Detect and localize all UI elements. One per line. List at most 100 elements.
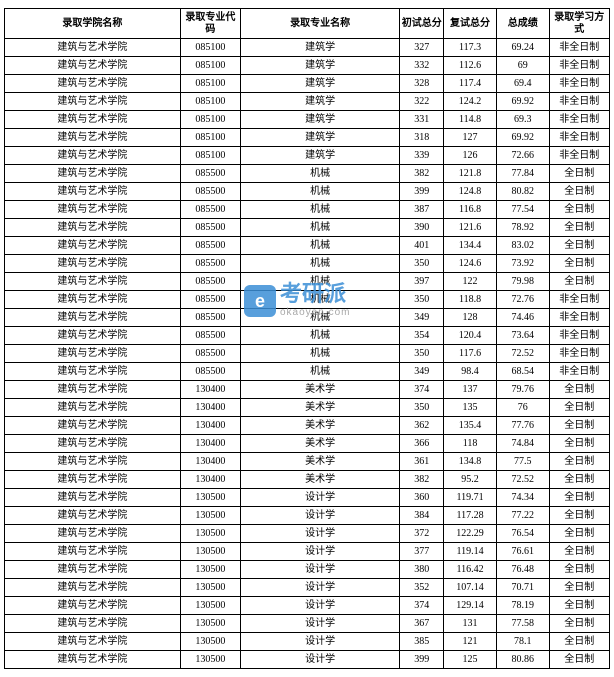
table-container: 录取学院名称 录取专业代码 录取专业名称 初试总分 复试总分 总成绩 录取学习方… (4, 8, 610, 669)
table-row: 建筑与艺术学院085100建筑学332112.669非全日制 (5, 57, 610, 75)
table-row: 建筑与艺术学院130500设计学384117.2877.22全日制 (5, 507, 610, 525)
cell-college: 建筑与艺术学院 (5, 255, 181, 273)
cell-score1: 399 (400, 183, 444, 201)
table-row: 建筑与艺术学院085500机械387116.877.54全日制 (5, 201, 610, 219)
cell-college: 建筑与艺术学院 (5, 327, 181, 345)
cell-mode: 非全日制 (549, 129, 609, 147)
cell-score1: 374 (400, 381, 444, 399)
cell-college: 建筑与艺术学院 (5, 57, 181, 75)
cell-total: 74.46 (496, 309, 549, 327)
cell-total: 69.3 (496, 111, 549, 129)
cell-total: 78.92 (496, 219, 549, 237)
cell-mode: 全日制 (549, 579, 609, 597)
cell-major: 设计学 (241, 507, 400, 525)
table-row: 建筑与艺术学院085500机械401134.483.02全日制 (5, 237, 610, 255)
cell-score2: 135 (444, 399, 497, 417)
cell-score2: 116.42 (444, 561, 497, 579)
cell-college: 建筑与艺术学院 (5, 435, 181, 453)
cell-mode: 全日制 (549, 471, 609, 489)
cell-code: 130500 (180, 561, 240, 579)
cell-code: 085500 (180, 327, 240, 345)
table-row: 建筑与艺术学院085500机械382121.877.84全日制 (5, 165, 610, 183)
cell-college: 建筑与艺术学院 (5, 489, 181, 507)
cell-college: 建筑与艺术学院 (5, 309, 181, 327)
cell-major: 建筑学 (241, 57, 400, 75)
cell-code: 085500 (180, 291, 240, 309)
cell-score1: 390 (400, 219, 444, 237)
cell-mode: 全日制 (549, 237, 609, 255)
cell-total: 77.58 (496, 615, 549, 633)
header-college: 录取学院名称 (5, 9, 181, 39)
cell-total: 76 (496, 399, 549, 417)
cell-major: 设计学 (241, 543, 400, 561)
cell-major: 美术学 (241, 453, 400, 471)
cell-code: 130500 (180, 651, 240, 669)
table-row: 建筑与艺术学院130500设计学39912580.86全日制 (5, 651, 610, 669)
cell-score2: 122.29 (444, 525, 497, 543)
cell-score1: 397 (400, 273, 444, 291)
cell-total: 79.76 (496, 381, 549, 399)
cell-mode: 全日制 (549, 381, 609, 399)
table-row: 建筑与艺术学院085500机械350117.672.52非全日制 (5, 345, 610, 363)
table-row: 建筑与艺术学院130500设计学352107.1470.71全日制 (5, 579, 610, 597)
cell-major: 设计学 (241, 525, 400, 543)
cell-total: 77.84 (496, 165, 549, 183)
cell-college: 建筑与艺术学院 (5, 471, 181, 489)
cell-total: 69.92 (496, 93, 549, 111)
cell-college: 建筑与艺术学院 (5, 543, 181, 561)
table-row: 建筑与艺术学院085100建筑学331114.869.3非全日制 (5, 111, 610, 129)
cell-score2: 121.8 (444, 165, 497, 183)
cell-total: 79.98 (496, 273, 549, 291)
cell-major: 机械 (241, 255, 400, 273)
cell-total: 76.54 (496, 525, 549, 543)
cell-total: 77.76 (496, 417, 549, 435)
cell-total: 76.48 (496, 561, 549, 579)
cell-major: 机械 (241, 363, 400, 381)
table-row: 建筑与艺术学院130400美术学362135.477.76全日制 (5, 417, 610, 435)
cell-score2: 117.6 (444, 345, 497, 363)
cell-score1: 367 (400, 615, 444, 633)
cell-major: 设计学 (241, 561, 400, 579)
cell-mode: 全日制 (549, 255, 609, 273)
cell-code: 085500 (180, 219, 240, 237)
cell-mode: 全日制 (549, 543, 609, 561)
cell-code: 130500 (180, 633, 240, 651)
cell-score2: 114.8 (444, 111, 497, 129)
cell-score2: 98.4 (444, 363, 497, 381)
cell-code: 130500 (180, 489, 240, 507)
cell-mode: 非全日制 (549, 57, 609, 75)
cell-college: 建筑与艺术学院 (5, 291, 181, 309)
header-major: 录取专业名称 (241, 9, 400, 39)
table-row: 建筑与艺术学院085100建筑学322124.269.92非全日制 (5, 93, 610, 111)
cell-score1: 360 (400, 489, 444, 507)
cell-code: 130400 (180, 435, 240, 453)
header-score1: 初试总分 (400, 9, 444, 39)
cell-score1: 318 (400, 129, 444, 147)
cell-major: 美术学 (241, 471, 400, 489)
cell-code: 085500 (180, 345, 240, 363)
cell-college: 建筑与艺术学院 (5, 399, 181, 417)
cell-code: 085100 (180, 75, 240, 93)
cell-code: 130400 (180, 417, 240, 435)
cell-mode: 非全日制 (549, 93, 609, 111)
cell-college: 建筑与艺术学院 (5, 525, 181, 543)
cell-major: 机械 (241, 237, 400, 255)
cell-college: 建筑与艺术学院 (5, 129, 181, 147)
cell-score1: 380 (400, 561, 444, 579)
cell-score1: 366 (400, 435, 444, 453)
cell-major: 设计学 (241, 489, 400, 507)
cell-code: 130500 (180, 507, 240, 525)
cell-total: 77.54 (496, 201, 549, 219)
cell-code: 085100 (180, 57, 240, 75)
cell-code: 085500 (180, 201, 240, 219)
cell-college: 建筑与艺术学院 (5, 273, 181, 291)
cell-score2: 124.6 (444, 255, 497, 273)
cell-score1: 349 (400, 309, 444, 327)
cell-score1: 350 (400, 291, 444, 309)
cell-mode: 全日制 (549, 201, 609, 219)
cell-total: 72.52 (496, 345, 549, 363)
table-row: 建筑与艺术学院130500设计学360119.7174.34全日制 (5, 489, 610, 507)
cell-code: 130500 (180, 615, 240, 633)
cell-major: 设计学 (241, 651, 400, 669)
cell-mode: 非全日制 (549, 111, 609, 129)
